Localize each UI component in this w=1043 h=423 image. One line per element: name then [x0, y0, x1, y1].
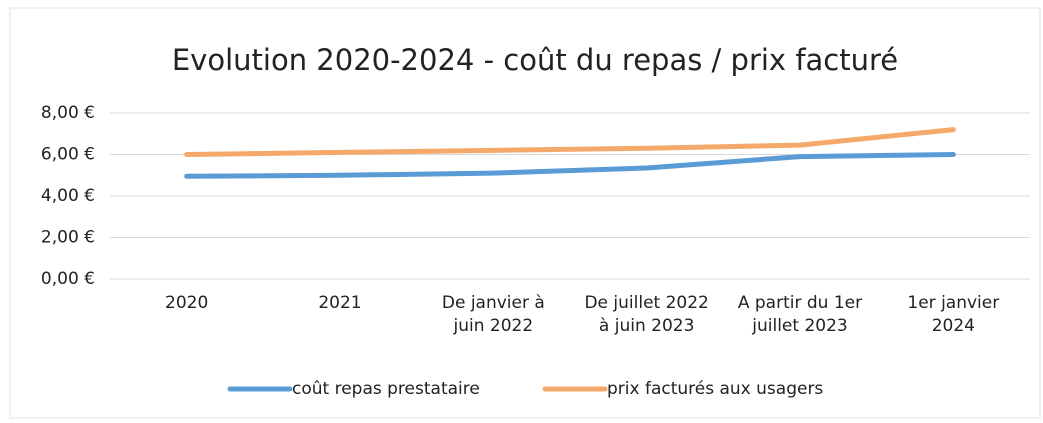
y-tick-label: 0,00 € [41, 269, 95, 289]
x-tick-label: 2020 [165, 293, 209, 313]
x-tick-label: 2021 [318, 293, 362, 313]
y-tick-label: 6,00 € [41, 145, 95, 165]
y-tick-label: 8,00 € [41, 103, 95, 123]
chart-border [9, 7, 1041, 419]
chart-title: Evolution 2020-2024 - coût du repas / pr… [172, 43, 898, 77]
x-tick-label: 1er janvier 2024 [907, 293, 1000, 336]
x-tick-label: De janvier à juin 2022 [441, 293, 545, 336]
series-line [184, 127, 956, 157]
y-tick-label: 2,00 € [41, 228, 95, 248]
x-tick-label: De juillet 2022 à juin 2023 [584, 293, 709, 336]
y-tick-label: 4,00 € [41, 186, 95, 206]
legend-label: prix facturés aux usagers [607, 379, 823, 399]
series-line [184, 152, 956, 179]
x-tick-label: A partir du 1er juillet 2023 [737, 293, 863, 336]
legend-label: coût repas prestataire [292, 379, 480, 399]
